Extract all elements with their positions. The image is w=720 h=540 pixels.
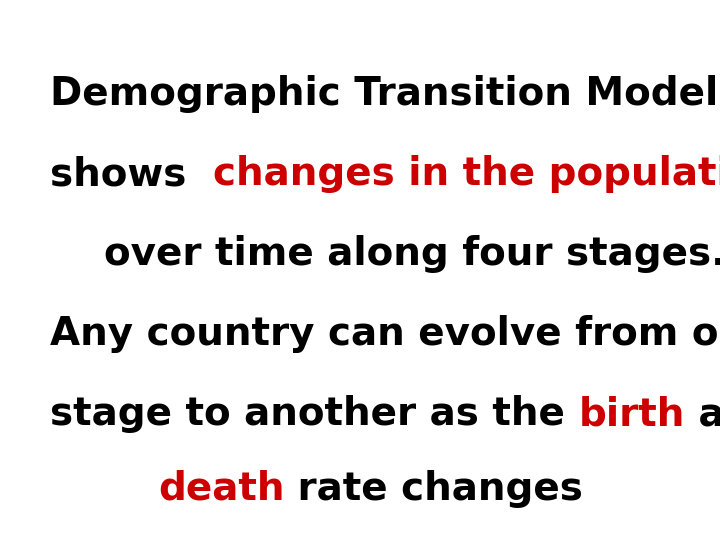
- Text: changes in the population: changes in the population: [213, 155, 720, 193]
- Text: over time along four stages.: over time along four stages.: [50, 235, 720, 273]
- Text: stage to another as the: stage to another as the: [50, 395, 578, 433]
- Text: birth: birth: [578, 395, 685, 433]
- Text: death: death: [158, 470, 284, 508]
- Text: Any country can evolve from one: Any country can evolve from one: [50, 315, 720, 353]
- Text: rate changes: rate changes: [284, 470, 583, 508]
- Text: and: and: [685, 395, 720, 433]
- Text: Demographic Transition Model -: Demographic Transition Model -: [50, 75, 720, 113]
- Text: shows: shows: [50, 155, 213, 193]
